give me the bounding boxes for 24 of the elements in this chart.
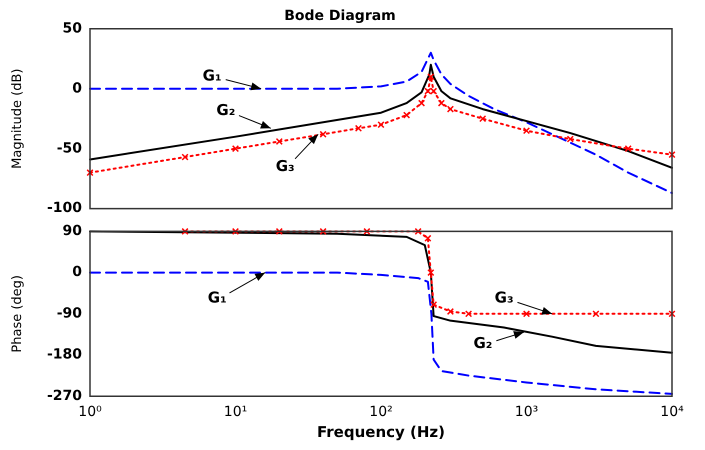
x-tick-label: 10⁴ [660,404,684,420]
y-tick-label: -180 [46,346,82,363]
annotation: G₃ [494,288,514,307]
annotation: G₃ [276,157,295,176]
y-tick-label: 0 [72,80,82,96]
y-tick-label: -90 [56,305,82,322]
y-tick-label: -270 [46,388,82,404]
annotation: G₂ [216,101,236,120]
annotation: G₁ [208,288,227,306]
x-axis-title: Frequency (Hz) [316,422,446,441]
y-tick-label: 50 [62,20,82,36]
x-tick-label: 10¹ [224,404,248,420]
y-axis-title: Magnitude (dB) [10,68,26,169]
y-tick-label: -100 [46,200,82,216]
y-axis-title: Phase (deg) [10,275,26,353]
y-tick-label: 0 [72,264,82,280]
annotation: G₁ [202,66,222,85]
x-tick-label: 10² [369,404,393,420]
y-tick-label: -50 [56,140,82,156]
x-tick-label: 10³ [514,404,538,420]
chart-title: Bode Diagram [284,8,396,24]
x-tick-label: 10⁰ [78,404,102,420]
annotation: G₂ [473,334,492,352]
y-tick-label: 90 [62,223,82,240]
